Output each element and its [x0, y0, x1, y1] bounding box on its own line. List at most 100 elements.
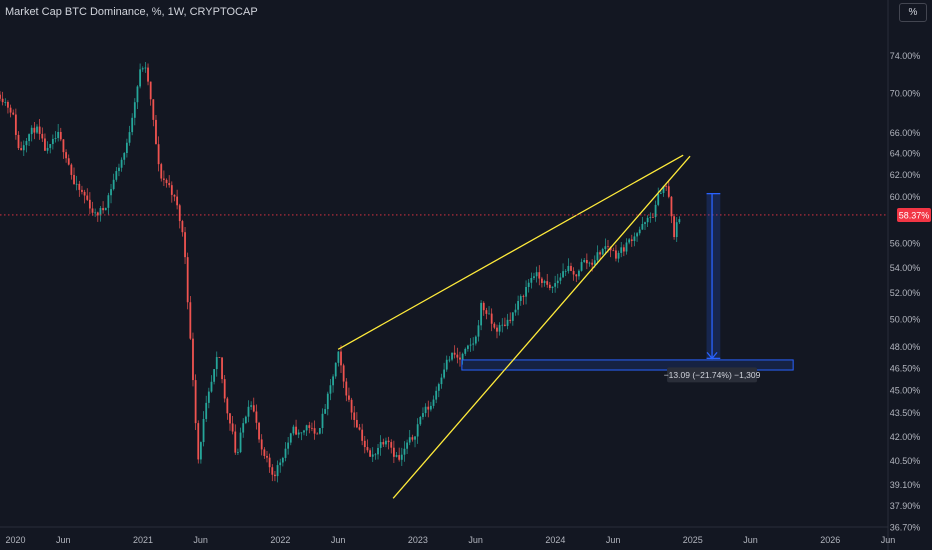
- candle-down: [44, 133, 46, 151]
- candle-up: [567, 258, 570, 274]
- candle-down: [268, 453, 271, 473]
- candle-body: [266, 455, 268, 458]
- candle-down: [295, 419, 297, 436]
- candle-up: [527, 279, 530, 293]
- candle-body: [509, 319, 512, 321]
- candle-up: [244, 415, 247, 425]
- candle-body: [593, 260, 596, 265]
- candle-up: [414, 435, 416, 448]
- candle-body: [244, 416, 247, 424]
- candle-body: [654, 204, 657, 218]
- candle-body: [36, 126, 38, 133]
- candle-body: [617, 252, 620, 259]
- candle-body: [424, 406, 427, 414]
- candle-down: [157, 136, 160, 172]
- candle-down: [342, 363, 345, 389]
- candle-body: [168, 183, 171, 186]
- candle-down: [20, 141, 23, 151]
- candle-up: [525, 280, 527, 305]
- candle-up: [250, 401, 253, 410]
- candle-down: [162, 170, 165, 186]
- candle-up: [628, 237, 631, 245]
- candle-up: [247, 400, 250, 423]
- candle-down: [673, 214, 675, 240]
- candle-down: [387, 436, 390, 450]
- candle-body: [279, 462, 282, 466]
- candle-body: [583, 260, 586, 263]
- y-tick-label: 74.00%: [890, 51, 921, 61]
- candle-body: [28, 134, 30, 142]
- candle-up: [469, 338, 472, 352]
- candle-body: [538, 272, 541, 279]
- candle-body: [630, 239, 633, 242]
- candle-body: [65, 152, 67, 159]
- candle-body: [284, 448, 287, 458]
- candle-down: [612, 247, 615, 252]
- candle-body: [125, 142, 128, 154]
- candle-body: [94, 212, 97, 214]
- y-tick-label: 42.00%: [890, 432, 921, 442]
- candle-down: [353, 406, 356, 428]
- candle-body: [110, 189, 112, 196]
- candle-up: [321, 408, 324, 434]
- x-tick-label: Jun: [606, 535, 621, 545]
- percent-scale-button[interactable]: %: [899, 3, 927, 22]
- candle-body: [596, 252, 599, 261]
- candle-up: [107, 192, 110, 215]
- candle-body: [559, 277, 562, 281]
- candle-body: [49, 144, 52, 148]
- candle-body: [673, 216, 675, 238]
- candle-down: [81, 185, 83, 195]
- candle-body: [400, 454, 403, 460]
- candle-body: [321, 413, 324, 429]
- candle-body: [118, 167, 120, 172]
- candle-down: [266, 450, 268, 463]
- candle-up: [440, 373, 443, 389]
- candle-up: [205, 395, 208, 422]
- candle-down: [88, 192, 91, 215]
- candle-down: [221, 357, 223, 384]
- candle-down: [615, 244, 617, 262]
- candle-body: [395, 455, 398, 457]
- candle-body: [580, 262, 583, 271]
- candle-body: [567, 265, 570, 272]
- candle-down: [7, 100, 9, 114]
- candle-body: [7, 102, 9, 108]
- candle-up: [57, 123, 60, 142]
- candle-body: [493, 323, 496, 328]
- y-tick-label: 56.00%: [890, 238, 921, 248]
- candle-body: [33, 127, 36, 133]
- y-tick-label: 39.10%: [890, 480, 921, 490]
- candle-up: [443, 362, 446, 380]
- candle-up: [202, 411, 205, 447]
- candle-body: [564, 271, 567, 272]
- candle-body: [644, 222, 646, 224]
- candle-down: [358, 424, 361, 431]
- candle-up: [519, 294, 522, 306]
- candle-down: [548, 281, 551, 291]
- candle-body: [258, 422, 260, 440]
- candle-body: [543, 281, 546, 283]
- candle-up: [445, 355, 448, 372]
- candle-up: [488, 306, 490, 315]
- x-tick-label: 2020: [5, 535, 25, 545]
- x-tick-label: 2023: [408, 535, 428, 545]
- candle-body: [9, 107, 12, 113]
- candle-body: [112, 179, 115, 190]
- candle-up: [324, 404, 327, 414]
- y-tick-label: 46.50%: [890, 363, 921, 373]
- candle-body: [525, 286, 527, 297]
- candle-down: [189, 296, 192, 340]
- candle-body: [459, 357, 461, 360]
- candle-down: [86, 188, 89, 202]
- y-tick-label: 36.70%: [890, 523, 921, 533]
- candle-down: [96, 211, 99, 222]
- candle-down: [340, 345, 342, 373]
- candle-body: [575, 274, 578, 277]
- candle-body: [300, 432, 303, 434]
- candle-body: [636, 233, 638, 237]
- candle-body: [435, 390, 438, 400]
- candle-down: [62, 138, 65, 159]
- candle-body: [622, 247, 625, 252]
